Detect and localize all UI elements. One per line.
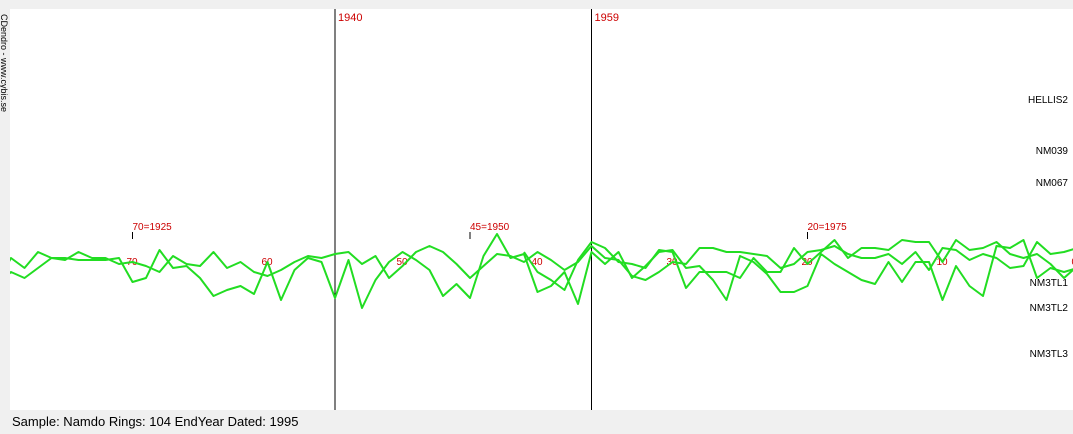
app-side-label: CDendro - www.cybis.se [0,13,9,113]
series-label-nm3tl2: NM3TL2 [1030,303,1069,314]
ring-scale-label-50: 50 [397,257,409,268]
series-curve-hellis2 [10,233,1073,309]
status-text: Sample: Namdo Rings: 104 EndYear Dated: … [12,414,299,429]
dendro-plot-svg: 19401959199570=192545=195020=19757060504… [10,9,1073,410]
ring-scale-label-0: 0 [1072,257,1073,268]
app-sidebar: CDendro - www.cybis.se [0,0,10,410]
ring-tick-label-45: 45=1950 [470,222,510,233]
series-label-hellis2: HELLIS2 [1028,95,1068,106]
series-label-nm3tl1: NM3TL1 [1030,278,1069,289]
ring-scale-label-40: 40 [532,257,544,268]
dendro-plot-area[interactable]: 19401959199570=192545=195020=19757060504… [10,9,1073,410]
year-marker-label-1940: 1940 [338,12,362,24]
status-bar: Sample: Namdo Rings: 104 EndYear Dated: … [0,411,1073,434]
year-marker-label-1959: 1959 [595,12,619,24]
ring-tick-label-70: 70=1925 [133,222,173,233]
series-curve-nm067 [10,241,1073,281]
series-label-nm039: NM039 [1036,146,1069,157]
series-label-nm3tl3: NM3TL3 [1030,349,1069,360]
ring-tick-label-20: 20=1975 [808,222,848,233]
series-label-nm067: NM067 [1036,178,1069,189]
